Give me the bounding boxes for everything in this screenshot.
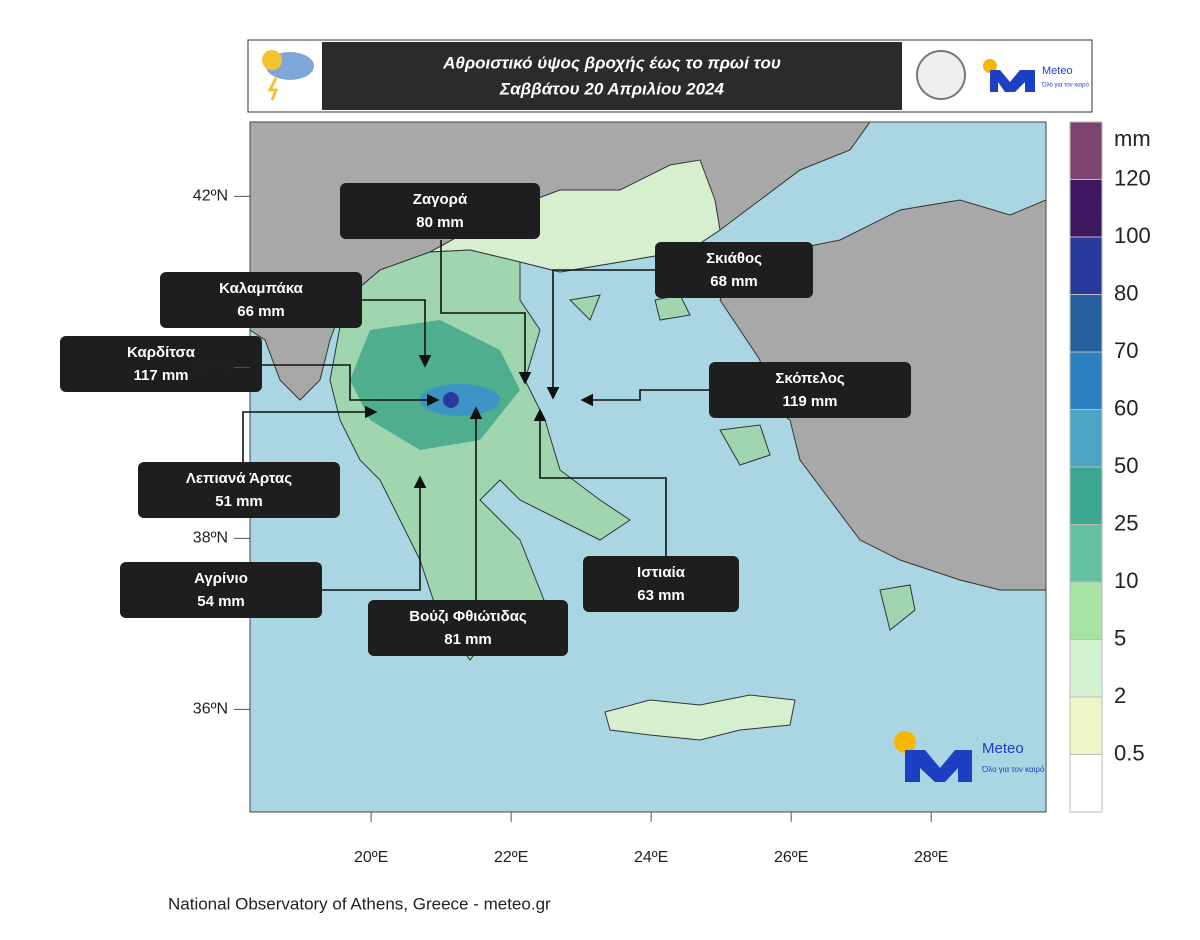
colorbar-label: 70 <box>1114 338 1138 363</box>
logo-sun <box>983 59 997 73</box>
colorbar-swatch <box>1069 236 1103 295</box>
black-sea <box>860 122 1046 215</box>
peak-rain-core <box>443 392 459 408</box>
y-tick-label: 40ºN <box>193 359 228 376</box>
station-box <box>340 183 540 239</box>
y-tick-label: 38ºN <box>193 530 228 547</box>
station-label: Καρδίτσα 117 mm <box>60 336 262 392</box>
station-amount: 54 mm <box>197 593 245 610</box>
station-amount: 81 mm <box>444 631 492 648</box>
station-label: Σκόπελος 119 mm <box>709 362 911 418</box>
colorbar-label: 5 <box>1114 625 1126 650</box>
station-name: Σκιάθος <box>706 250 762 267</box>
colorbar-label: 80 <box>1114 280 1138 305</box>
station-label: Λεπιανά Άρτας 51 mm <box>138 462 340 518</box>
colorbar-swatch <box>1069 409 1103 468</box>
x-tick-label: 22ºE <box>494 849 528 866</box>
station-name: Βούζι Φθιώτιδας <box>409 608 527 625</box>
station-label: Βούζι Φθιώτιδας 81 mm <box>368 600 568 656</box>
x-tick-label: 28ºE <box>914 849 948 866</box>
colorbar: mm 120 100 80 70 60 50 25 10 5 2 0.5 <box>1069 121 1151 813</box>
colorbar-swatch <box>1069 696 1103 755</box>
logo-tagline: Όλο για τον καιρό <box>1041 82 1089 89</box>
station-box <box>160 272 362 328</box>
logo-m <box>990 70 1035 92</box>
station-amount: 51 mm <box>215 493 263 510</box>
colorbar-unit: mm <box>1114 126 1151 151</box>
map-logo: Meteo Όλο για τον καιρό <box>894 731 1045 782</box>
colorbar-label: 25 <box>1114 510 1138 535</box>
x-tick-label: 26ºE <box>774 849 808 866</box>
colorbar-label: 50 <box>1114 453 1138 478</box>
station-amount: 80 mm <box>416 214 464 231</box>
station-amount: 63 mm <box>637 587 685 604</box>
colorbar-swatch <box>1069 581 1103 640</box>
crete <box>604 694 796 741</box>
footer: National Observatory of Athens, Greece -… <box>168 894 551 913</box>
colorbar-swatch <box>1069 524 1103 583</box>
station-name: Σκόπελος <box>775 370 845 387</box>
station-label: Ιστιαία 63 mm <box>583 556 739 612</box>
colorbar-swatch <box>1069 294 1103 353</box>
station-name: Καρδίτσα <box>127 344 196 361</box>
map-logo-name: Meteo <box>982 740 1024 757</box>
station-name: Καλαμπάκα <box>219 280 303 297</box>
colorbar-swatch <box>1069 351 1103 410</box>
header-band <box>322 42 902 110</box>
colorbar-swatch <box>1069 179 1103 238</box>
header: Αθροιστικό ύψος βροχής έως το πρωί του Σ… <box>247 39 1093 113</box>
station-label: Ζαγορά 80 mm <box>340 183 540 239</box>
colorbar-label: 2 <box>1114 683 1126 708</box>
station-name: Λεπιανά Άρτας <box>186 470 292 487</box>
station-box <box>60 336 262 392</box>
station-box <box>655 242 813 298</box>
colorbar-swatch <box>1069 466 1103 525</box>
station-amount: 117 mm <box>133 367 188 384</box>
colorbar-swatch <box>1069 639 1103 698</box>
weather-icon <box>262 50 314 101</box>
station-name: Ιστιαία <box>637 564 686 581</box>
colorbar-label: 10 <box>1114 568 1138 593</box>
station-box <box>368 600 568 656</box>
station-box <box>709 362 911 418</box>
station-amount: 68 mm <box>710 273 758 290</box>
y-tick-label: 42ºN <box>193 188 228 205</box>
station-label: Σκιάθος 68 mm <box>655 242 813 298</box>
station-box <box>583 556 739 612</box>
title-line-2: Σαββάτου 20 Απριλίου 2024 <box>499 79 724 98</box>
rhodes <box>879 584 916 631</box>
station-box <box>138 462 340 518</box>
colorbar-label: 0.5 <box>1114 740 1145 765</box>
station-labels: Ζαγορά 80 mm Καλαμπάκα 66 mm Καρδίτσα 117 mm Λ… <box>60 183 911 656</box>
station-name: Ζαγορά <box>413 191 468 208</box>
logo-name: Meteo <box>1042 65 1073 77</box>
map-logo-tagline: Όλο για τον καιρό <box>981 765 1045 774</box>
x-tick-label: 24ºE <box>634 849 668 866</box>
x-tick-label: 20ºE <box>354 849 388 866</box>
station-label: Αγρίνιο 54 mm <box>120 562 322 618</box>
y-tick-label: 36ºN <box>193 701 228 718</box>
station-label: Καλαμπάκα 66 mm <box>160 272 362 328</box>
colorbar-label: 60 <box>1114 395 1138 420</box>
station-name: Αγρίνιο <box>194 570 248 587</box>
station-box <box>120 562 322 618</box>
station-amount: 119 mm <box>782 393 837 410</box>
colorbar-swatch <box>1069 121 1103 180</box>
station-amount: 66 mm <box>237 303 285 320</box>
colorbar-label: 120 <box>1114 165 1151 190</box>
observatory-seal <box>916 50 966 100</box>
colorbar-swatch <box>1069 754 1103 813</box>
title-line-1: Αθροιστικό ύψος βροχής έως το πρωί του <box>442 53 781 72</box>
colorbar-label: 100 <box>1114 223 1151 248</box>
leader-lines <box>242 240 709 600</box>
